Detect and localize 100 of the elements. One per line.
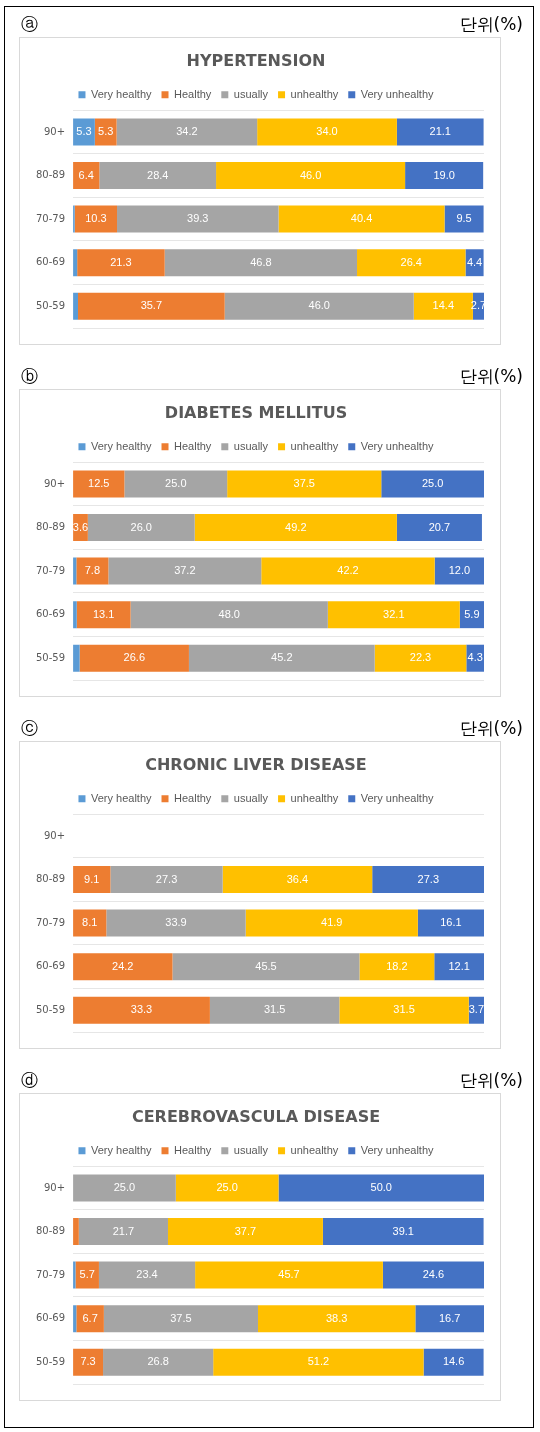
- data-label: 4.3: [467, 651, 483, 664]
- data-label: 5.9: [464, 607, 480, 620]
- data-label: 6.4: [78, 168, 94, 181]
- chart-title: CEREBROVASCULA DISEASE: [131, 1106, 381, 1126]
- data-label: 41.9: [321, 916, 343, 929]
- y-tick-label: 60-69: [36, 1312, 66, 1324]
- y-tick-label: 80-89: [36, 1225, 66, 1237]
- bar: [227, 470, 382, 498]
- data-label: 45.2: [271, 651, 293, 664]
- bar: [116, 118, 258, 146]
- data-label: 39.1: [392, 1224, 414, 1237]
- bar: [359, 953, 435, 981]
- bar: [74, 205, 118, 233]
- data-label: 22.3: [409, 651, 432, 664]
- bar: [415, 1305, 484, 1333]
- data-label: 45.5: [255, 959, 277, 972]
- legend-label: unhealthy: [290, 87, 339, 100]
- bar: [73, 644, 80, 672]
- text: ⓑ: [21, 365, 38, 388]
- data-label: 8.1: [82, 916, 98, 929]
- data-label: 34.0: [316, 125, 338, 138]
- data-label: 39.3: [187, 212, 209, 225]
- data-label: 13.1: [92, 607, 115, 620]
- data-label: 12.1: [448, 959, 470, 972]
- data-label: 35.7: [140, 299, 163, 312]
- bar: [172, 953, 360, 981]
- bar: [417, 909, 484, 937]
- legend-label: Very unhealthy: [360, 791, 435, 804]
- data-label: 26.0: [130, 520, 152, 533]
- bar: [76, 1305, 104, 1333]
- text: ⓐ: [21, 13, 38, 36]
- data-label: 9.5: [456, 212, 472, 225]
- data-label: 10.3: [85, 212, 107, 225]
- data-label: 37.5: [293, 477, 315, 490]
- legend-label: Healthy: [174, 87, 212, 100]
- data-label: 38.3: [325, 1311, 348, 1324]
- bar: [405, 162, 484, 190]
- data-label: 26.4: [400, 255, 422, 268]
- bar: [357, 249, 466, 277]
- bar: [261, 557, 435, 585]
- legend-label: Very healthy: [90, 1143, 153, 1156]
- bar: [99, 162, 217, 190]
- bar: [167, 1218, 323, 1246]
- bar: [77, 249, 165, 277]
- bar: [117, 205, 279, 233]
- data-label: 16.7: [438, 1311, 461, 1324]
- data-label: 37.2: [174, 564, 196, 577]
- bar: [245, 909, 418, 937]
- y-tick-label: 90+: [43, 829, 66, 841]
- bar: [87, 514, 195, 542]
- data-label: 25.0: [216, 1181, 238, 1194]
- bar: [444, 205, 484, 233]
- bar: [188, 644, 375, 672]
- data-label: 50.0: [370, 1181, 392, 1194]
- data-label: 34.2: [176, 125, 198, 138]
- y-tick-label: 90+: [43, 125, 66, 137]
- bar: [194, 514, 397, 542]
- data-label: 45.7: [278, 1268, 300, 1281]
- data-label: 14.6: [442, 1355, 465, 1368]
- y-tick-label: 90+: [43, 1181, 66, 1193]
- y-tick-label: 70-79: [36, 916, 66, 928]
- data-label: 21.7: [112, 1224, 135, 1237]
- bar: [73, 953, 173, 981]
- bar: [195, 1261, 383, 1289]
- bar: [322, 1218, 484, 1246]
- data-label: 33.3: [130, 1003, 153, 1016]
- data-label: 12.5: [88, 477, 110, 490]
- data-label: 20.7: [428, 520, 451, 533]
- y-tick-label: 50-59: [36, 1355, 66, 1367]
- data-label: 23.4: [136, 1268, 158, 1281]
- data-label: 26.8: [147, 1355, 169, 1368]
- data-label: 3.7: [468, 1003, 485, 1016]
- data-label: 37.7: [234, 1224, 257, 1237]
- bar: [434, 953, 484, 981]
- data-label: 21.3: [110, 255, 132, 268]
- legend-label: Very unhealthy: [360, 1143, 435, 1156]
- chart-title: HYPERTENSION: [186, 50, 326, 70]
- data-label: 5.3: [76, 125, 92, 138]
- text: ⓓ: [21, 1069, 38, 1092]
- data-label: 25.0: [113, 1181, 136, 1194]
- legend-label: Healthy: [174, 791, 212, 804]
- bar: [209, 996, 340, 1024]
- y-tick-label: 80-89: [36, 521, 66, 533]
- data-label: 21.1: [429, 125, 451, 138]
- data-label: 7.8: [84, 564, 101, 577]
- data-label: 26.6: [123, 651, 145, 664]
- bar: [73, 1174, 176, 1202]
- data-label: 19.0: [433, 168, 455, 181]
- bar: [106, 909, 246, 937]
- data-label: 3.6: [72, 520, 89, 533]
- data-label: 28.4: [147, 168, 169, 181]
- legend-label: Very healthy: [90, 439, 153, 452]
- legend-label: Very unhealthy: [360, 87, 435, 100]
- legend-label: usually: [233, 87, 269, 100]
- y-tick-label: 70-79: [36, 212, 66, 224]
- bar: [339, 996, 469, 1024]
- bar: [374, 644, 467, 672]
- bar: [396, 118, 484, 146]
- data-label: 32.1: [383, 607, 405, 620]
- bar: [108, 557, 262, 585]
